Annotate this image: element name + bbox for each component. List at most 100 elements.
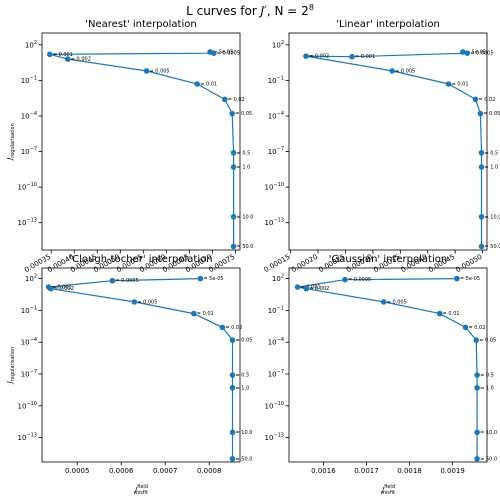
data-point — [477, 110, 484, 117]
point-label: = 1.0 — [480, 385, 494, 391]
point-label: = 0.5 — [485, 150, 499, 156]
data-point — [47, 51, 53, 58]
x-tick-label: 0.00050 — [455, 253, 484, 274]
point-label: = 1.0 — [485, 164, 499, 170]
point-label: = 0.005 — [395, 68, 415, 74]
data-point — [474, 429, 480, 436]
point-label: = 50.0 — [237, 244, 254, 250]
x-tick-label: 0.0007 — [153, 467, 178, 475]
subplot-1: 'Nearest' interpolation 102 10−1 10−4 10−7 10… — [6, 19, 253, 274]
x-tick-label: 0.00020 — [290, 253, 319, 274]
y-tick-label: 10−13 — [265, 433, 284, 443]
y-tick-label: 10−13 — [18, 218, 37, 228]
point-label: = 0.0005 — [217, 51, 240, 57]
data-point — [230, 213, 237, 220]
data-point — [349, 53, 355, 60]
point-label: = 10.0 — [480, 430, 497, 436]
y-tick-label: 10−1 — [21, 75, 37, 85]
data-point — [436, 310, 443, 317]
y-tick-label: 10−4 — [268, 337, 284, 347]
y-tick-label: 102 — [272, 274, 284, 284]
y-tick-label: 10−10 — [265, 182, 284, 192]
point-label: = 0.02 — [228, 97, 245, 103]
data-point — [474, 456, 480, 462]
point-label: = 0.001 — [53, 52, 73, 58]
point-label: = 0.002 — [309, 54, 329, 60]
y-tick-label: 10−4 — [268, 111, 284, 121]
data-point — [131, 299, 138, 305]
data-point — [303, 53, 309, 59]
point-label: = 0.005 — [387, 299, 407, 305]
x-tick-label: 0.0017 — [354, 467, 379, 475]
point-label: = 5e-05 — [203, 276, 223, 282]
data-point — [219, 324, 226, 331]
point-label: = 0.0005 — [470, 51, 493, 57]
data-point — [222, 96, 228, 103]
point-label: = 50.0 — [480, 456, 497, 462]
subplot-title: 'Clough-tocher' interpolation — [69, 254, 212, 265]
x-tick-label: 0.0016 — [311, 467, 336, 475]
y-tick-label: 10−7 — [268, 147, 284, 157]
y-tick-label: 10−10 — [265, 401, 284, 411]
data-point — [464, 50, 471, 56]
data-point — [478, 149, 485, 156]
subplot-2: 'Linear' interpolation 102 10−1 10−4 10−7 10−… — [263, 19, 500, 274]
y-tick-label: 10−13 — [18, 433, 37, 443]
figure-title-exponent: 8 — [309, 3, 314, 12]
data-point — [229, 384, 236, 391]
data-point — [229, 429, 236, 436]
point-label: = 0.01 — [197, 311, 214, 317]
point-label: = 0.002 — [71, 57, 91, 63]
data-point — [478, 243, 485, 250]
point-label: = 10.0 — [236, 430, 253, 436]
data-point — [191, 310, 197, 317]
point-label: = 0.5 — [480, 373, 494, 379]
y-axis-label: Jregularisation — [6, 123, 16, 162]
data-point — [294, 284, 301, 290]
series-line — [49, 51, 235, 247]
data-point — [109, 277, 116, 284]
data-point — [229, 456, 236, 462]
data-point — [230, 243, 237, 250]
data-point — [342, 276, 348, 283]
x-axis-label: Jfield misfit — [133, 484, 148, 496]
data-point — [474, 372, 480, 378]
data-point — [229, 110, 235, 117]
plot-frame — [41, 32, 241, 251]
data-point — [478, 213, 485, 220]
figure-title-prefix: L curves for — [186, 4, 261, 18]
data-point — [445, 81, 452, 87]
data-point — [229, 337, 236, 343]
point-label: = 50.0 — [485, 244, 500, 250]
data-point — [462, 324, 469, 331]
point-label: = 0.5 — [236, 373, 250, 379]
data-point — [303, 285, 310, 292]
data-point — [229, 372, 236, 378]
y-tick-label: 102 — [25, 40, 37, 50]
figure-title-j: J′ — [259, 4, 268, 18]
y-tick-label: 10−13 — [265, 218, 284, 228]
plot-frame — [288, 267, 488, 463]
x-tick-label: 0.0005 — [65, 467, 90, 475]
y-tick-label: 10−4 — [21, 111, 37, 121]
subplot-title: 'Linear' interpolation — [336, 19, 440, 30]
data-point — [474, 384, 480, 391]
point-label: = 1.0 — [237, 164, 251, 170]
point-label: = 0.01 — [452, 81, 469, 87]
y-tick-label: 10−7 — [268, 369, 284, 379]
point-label: = 0.0005 — [115, 278, 138, 284]
data-point — [143, 68, 150, 74]
point-label: = 0.02 — [478, 97, 495, 103]
data-point — [454, 275, 460, 282]
y-tick-label: 10−1 — [268, 305, 284, 315]
data-point — [48, 285, 54, 292]
data-point — [230, 164, 237, 170]
x-tick-label: 0.00015 — [263, 253, 292, 274]
y-tick-label: 10−10 — [18, 182, 37, 192]
subplot-3: 'Clough-tocher' interpolation 102 10−1 10−4… — [6, 254, 252, 496]
subplot-4: 'Gaussian' interpolation 102 10−1 10−4 10−7 1… — [265, 254, 498, 496]
plot-frame — [41, 267, 241, 463]
point-label: = 0.0005 — [348, 277, 371, 283]
